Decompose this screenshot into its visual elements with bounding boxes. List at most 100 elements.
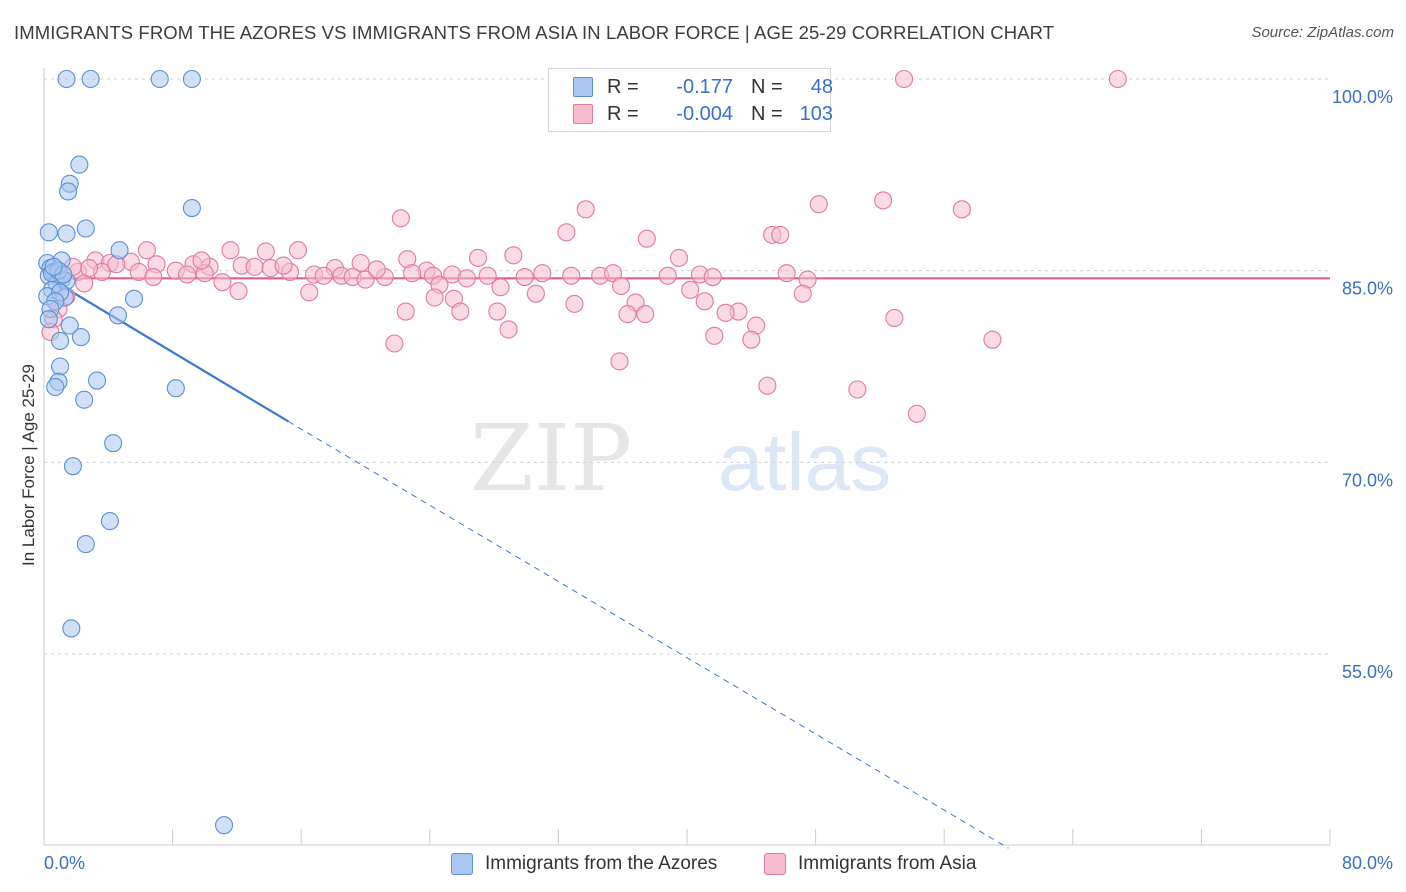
asia-swatch: [573, 104, 593, 124]
azores-point: [110, 241, 129, 260]
watermark-zip: ZIP: [470, 405, 632, 512]
asia-point: [213, 273, 232, 292]
azores-point: [70, 155, 89, 174]
azores-point: [124, 289, 144, 308]
azores-point: [166, 379, 185, 398]
asia-point: [610, 352, 629, 371]
asia-point: [391, 209, 410, 228]
asia-point: [137, 241, 156, 260]
asia-point: [576, 200, 595, 219]
asia-point: [636, 305, 655, 324]
asia-point: [604, 264, 623, 283]
stats-legend: R = -0.177 N = 48 R = -0.004 N = 103: [548, 68, 833, 132]
azores-point: [39, 310, 58, 329]
azores-point: [76, 219, 95, 238]
asia-point: [777, 264, 796, 283]
asia-legend-label: Immigrants from Asia: [798, 853, 977, 874]
azores-point: [76, 535, 95, 554]
asia-point: [274, 256, 293, 275]
azores-point: [182, 69, 201, 89]
asia-point: [192, 251, 211, 270]
asia-point: [658, 266, 677, 285]
asia-point: [612, 276, 631, 296]
asia-point: [758, 376, 777, 395]
azores-point: [108, 306, 127, 325]
y-axis-label: In Labor Force | Age 25-29: [19, 364, 38, 566]
r-value: -0.004: [676, 102, 733, 125]
chart-title: IMMIGRANTS FROM THE AZORES VS IMMIGRANTS…: [14, 22, 1055, 43]
asia-point: [229, 282, 248, 301]
azores-point: [39, 223, 58, 242]
asia-point: [907, 404, 926, 423]
asia-point: [533, 264, 552, 283]
asia-point: [385, 334, 404, 353]
asia-point: [488, 302, 507, 321]
asia-point: [695, 292, 714, 311]
x-tick-label: 0.0%: [44, 853, 85, 873]
source-label: Source: ZipAtlas.com: [1251, 24, 1394, 41]
asia-point: [885, 308, 904, 327]
asia-point: [75, 274, 94, 293]
azores-point: [59, 182, 78, 201]
azores-trend-extension: [288, 421, 1009, 849]
asia-point: [983, 330, 1002, 349]
asia-point: [742, 330, 761, 349]
asia-point: [557, 223, 576, 242]
azores-point: [46, 377, 65, 396]
asia-point: [716, 303, 735, 322]
azores-swatch: [573, 77, 593, 97]
asia-point: [809, 195, 828, 214]
asia-point: [491, 278, 510, 297]
y-tick-label: 70.0%: [1342, 470, 1393, 490]
asia-point: [314, 266, 333, 285]
asia-point: [288, 241, 308, 260]
asia-point: [504, 246, 523, 265]
y-tick-label: 100.0%: [1332, 87, 1393, 107]
asia-point: [562, 266, 581, 285]
azores-legend-label: Immigrants from the Azores: [485, 853, 718, 874]
legend-item-azores[interactable]: Immigrants from the Azores: [451, 851, 717, 877]
r-label: R =: [607, 75, 639, 98]
asia-point: [515, 268, 534, 287]
y-tick-label: 85.0%: [1342, 279, 1393, 299]
asia-point: [221, 241, 240, 260]
azores-point: [51, 331, 70, 350]
asia-point: [1108, 69, 1127, 89]
azores-point: [71, 328, 91, 347]
azores-point: [51, 357, 70, 376]
n-value: 103: [799, 102, 833, 125]
asia-point: [499, 320, 518, 339]
asia-point: [256, 242, 275, 261]
asia-point: [478, 266, 497, 285]
asia-point: [669, 248, 689, 267]
n-value: 48: [810, 75, 833, 98]
asia-point: [681, 280, 700, 299]
n-label: N =: [751, 75, 783, 98]
azores-point: [44, 257, 63, 276]
asia-point: [351, 253, 370, 273]
asia-point: [367, 260, 386, 279]
legend-item-asia[interactable]: Immigrants from Asia: [764, 851, 976, 877]
asia-point: [144, 268, 163, 287]
stats-row-asia: R = -0.004 N = 103: [573, 101, 833, 127]
azores-point: [104, 434, 123, 453]
asia-point: [526, 284, 545, 303]
r-label: R =: [607, 102, 639, 125]
x-tick-label: 80.0%: [1342, 853, 1393, 873]
azores-point: [57, 69, 76, 89]
azores-point: [81, 69, 100, 89]
asia-legend-swatch: [764, 853, 786, 875]
asia-point: [705, 326, 724, 345]
azores-point: [214, 816, 234, 835]
stats-row-azores: R = -0.177 N = 48: [573, 74, 833, 100]
asia-point: [451, 302, 470, 321]
asia-point: [952, 200, 971, 219]
azores-legend-swatch: [451, 853, 473, 875]
asia-point: [894, 69, 914, 89]
r-value: -0.177: [676, 75, 733, 98]
azores-point: [150, 69, 169, 89]
asia-point: [618, 305, 637, 324]
azores-point: [57, 224, 76, 243]
asia-point: [425, 288, 444, 307]
